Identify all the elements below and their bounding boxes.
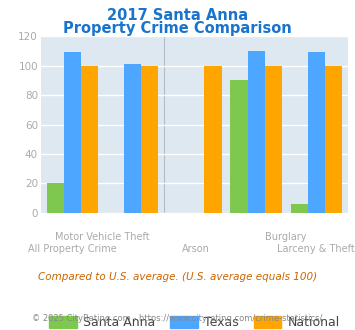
Bar: [325, 66, 342, 213]
Bar: [64, 52, 81, 213]
Bar: [291, 204, 308, 213]
Bar: [141, 66, 158, 213]
Bar: [230, 81, 247, 213]
Bar: [264, 66, 282, 213]
Text: Property Crime Comparison: Property Crime Comparison: [63, 21, 292, 36]
Legend: Santa Anna, Texas, National: Santa Anna, Texas, National: [44, 311, 345, 330]
Bar: [81, 66, 98, 213]
Text: Motor Vehicle Theft: Motor Vehicle Theft: [55, 232, 150, 242]
Bar: [124, 64, 141, 213]
Text: All Property Crime: All Property Crime: [28, 244, 117, 254]
Text: Compared to U.S. average. (U.S. average equals 100): Compared to U.S. average. (U.S. average …: [38, 272, 317, 282]
Bar: [204, 66, 222, 213]
Bar: [247, 51, 264, 213]
Text: Burglary: Burglary: [266, 232, 307, 242]
Text: 2017 Santa Anna: 2017 Santa Anna: [107, 8, 248, 23]
Bar: [47, 183, 64, 213]
Text: Arson: Arson: [182, 244, 210, 254]
Text: © 2025 CityRating.com - https://www.cityrating.com/crime-statistics/: © 2025 CityRating.com - https://www.city…: [32, 314, 323, 323]
Text: Larceny & Theft: Larceny & Theft: [277, 244, 355, 254]
Bar: [308, 52, 325, 213]
